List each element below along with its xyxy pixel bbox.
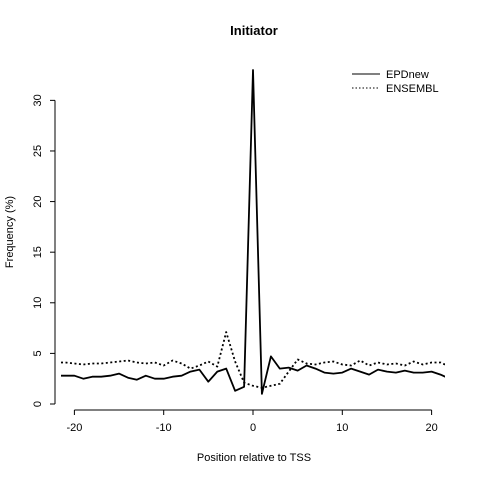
x-tick-label: -10 <box>156 422 172 434</box>
legend: EPDnew ENSEMBL <box>352 69 439 95</box>
y-tick-label: 20 <box>32 195 44 207</box>
x-tick-label: -20 <box>66 422 82 434</box>
plot-area: -20 -10 0 10 20 0 5 10 15 20 25 30 <box>32 69 445 434</box>
y-axis-label: Frequency (%) <box>4 196 16 268</box>
y-tick-label: 5 <box>32 350 44 356</box>
x-tick-label: 20 <box>425 422 437 434</box>
legend-label-ensembl: ENSEMBL <box>386 83 439 95</box>
y-tick-label: 30 <box>32 94 44 106</box>
chart-title: Initiator <box>230 23 278 38</box>
series-line-epdnew <box>61 69 445 395</box>
x-axis-label: Position relative to TSS <box>197 452 311 464</box>
y-tick-label: 15 <box>32 246 44 258</box>
y-tick-label: 25 <box>32 145 44 157</box>
y-tick-label: 0 <box>32 401 44 407</box>
x-tick-label: 10 <box>336 422 348 434</box>
legend-label-epdnew: EPDnew <box>386 69 429 81</box>
series-line-ensembl <box>61 331 445 389</box>
x-tick-label: 0 <box>250 422 256 434</box>
y-tick-label: 10 <box>32 297 44 309</box>
